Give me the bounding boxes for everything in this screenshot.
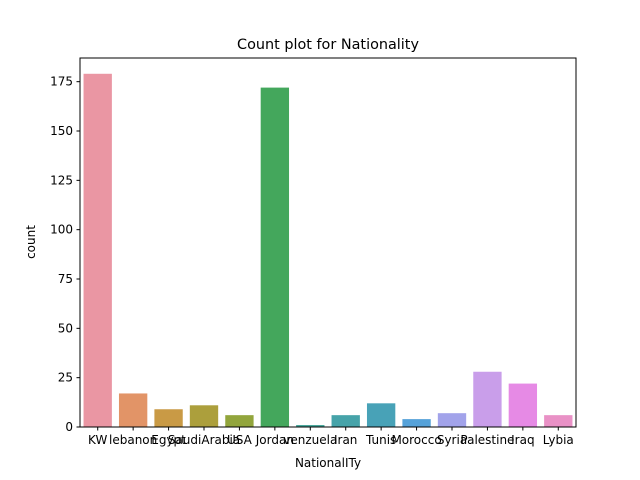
y-tick-label: 175 bbox=[50, 75, 73, 89]
x-tick-label: USA bbox=[227, 433, 253, 447]
bar-usa bbox=[225, 415, 254, 427]
bar-iran bbox=[331, 415, 360, 427]
bar-venzuela bbox=[296, 425, 325, 427]
x-tick-label: Iran bbox=[334, 433, 357, 447]
x-tick-label: Egypt bbox=[151, 433, 186, 447]
x-tick-label: Jordan bbox=[255, 433, 294, 447]
x-tick-label: venzuela bbox=[283, 433, 337, 447]
bar-tunis bbox=[366, 403, 396, 427]
y-axis-label: count bbox=[24, 225, 38, 259]
plot-frame bbox=[79, 57, 577, 428]
x-tick-label: KW bbox=[88, 433, 107, 447]
y-tick-label: 0 bbox=[65, 420, 73, 434]
bar-kw bbox=[83, 73, 112, 427]
bar-morocco bbox=[402, 419, 431, 427]
y-tick-label: 150 bbox=[50, 124, 73, 138]
bar-palestine bbox=[473, 371, 502, 427]
x-tick-label: Palestine bbox=[460, 433, 514, 447]
x-axis-label: NationalITy bbox=[295, 456, 361, 470]
y-tick-label: 25 bbox=[58, 371, 73, 385]
y-tick-label: 75 bbox=[58, 272, 73, 286]
bar-lebanon bbox=[118, 393, 148, 427]
bar-egypt bbox=[154, 409, 183, 427]
y-tick-label: 100 bbox=[50, 223, 73, 237]
bar-jordan bbox=[260, 87, 290, 427]
x-tick-label: Morocco bbox=[391, 433, 441, 447]
bar-saudiarabia bbox=[189, 405, 219, 427]
x-tick-label: lebanon bbox=[109, 433, 157, 447]
x-tick-label: Iraq bbox=[511, 433, 534, 447]
bar-iraq bbox=[508, 383, 538, 427]
x-tick-label: Lybia bbox=[543, 433, 574, 447]
bars-group bbox=[83, 73, 573, 427]
y-tick-label: 50 bbox=[58, 321, 73, 335]
chart-title: Count plot for Nationality bbox=[237, 37, 419, 53]
y-axis: 0 25 50 75 100 125 150 175 bbox=[50, 75, 80, 434]
bar-syria bbox=[437, 413, 467, 427]
bar-lybia bbox=[544, 415, 573, 427]
x-tick-label: Tunis bbox=[365, 433, 396, 447]
y-tick-label: 125 bbox=[50, 173, 73, 187]
x-tick-label: Syria bbox=[437, 433, 467, 447]
x-tick-label: SaudiArabia bbox=[168, 433, 240, 447]
